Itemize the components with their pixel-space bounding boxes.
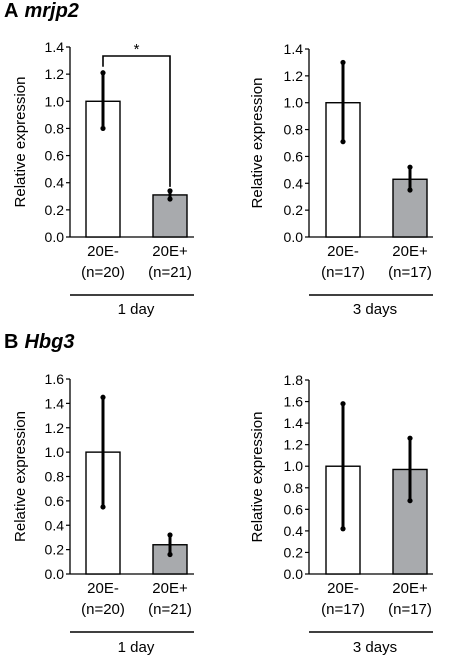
error-cap-high (167, 532, 173, 538)
panel-a-letter: A (4, 0, 19, 22)
group-label: 3 days (353, 301, 397, 318)
y-tick-label: 0.4 (284, 175, 304, 191)
error-cap-high (100, 70, 106, 76)
y-tick-label: 0.0 (45, 566, 65, 582)
error-cap-low (407, 498, 413, 504)
panel-b-heading: B Hbg3 (4, 331, 74, 354)
n-label: (n=20) (81, 264, 125, 281)
n-label: (n=21) (148, 601, 192, 618)
n-label: (n=17) (321, 601, 365, 618)
y-tick-label: 1.8 (284, 372, 304, 388)
n-label: (n=17) (388, 601, 432, 618)
y-tick-label: 1.0 (284, 458, 304, 474)
category-label: 20E+ (152, 243, 188, 260)
y-tick-label: 1.0 (45, 444, 65, 460)
error-cap-high (340, 59, 346, 66)
group-label: 3 days (353, 639, 397, 656)
y-tick-label: 1.0 (284, 95, 304, 111)
y-tick-label: 0.4 (45, 175, 65, 191)
y-axis-label: Relative expression (249, 78, 266, 209)
y-tick-label: 1.2 (284, 68, 304, 84)
y-tick-label: 0.2 (284, 544, 304, 560)
error-cap-low (340, 526, 346, 532)
error-cap-low (340, 139, 346, 145)
error-cap-high (407, 435, 413, 441)
y-tick-label: 1.2 (45, 66, 65, 82)
error-cap-high (167, 188, 173, 194)
y-axis-label: Relative expression (12, 411, 29, 542)
y-axis-label: Relative expression (249, 412, 266, 543)
group-label: 1 day (118, 301, 155, 318)
y-axis-label: Relative expression (12, 77, 29, 208)
y-tick-label: 0.0 (45, 229, 65, 245)
error-cap-high (407, 164, 413, 170)
category-label: 20E- (87, 243, 119, 260)
y-tick-label: 0.2 (45, 542, 65, 558)
panel-b-letter: B (4, 331, 19, 353)
chart-2: 0.0 0.2 0.4 0.6 0.8 1.0 1.2 1.4 Relative express… (249, 41, 433, 318)
error-cap-high (100, 394, 106, 400)
n-label: (n=21) (148, 264, 192, 281)
y-tick-label: 0.6 (45, 493, 65, 509)
y-tick-label: 0.8 (284, 122, 304, 138)
error-cap-low (167, 551, 173, 558)
y-tick-label: 1.2 (284, 437, 304, 453)
error-cap-low (167, 196, 173, 202)
y-tick-label: 0.6 (284, 148, 304, 164)
error-cap-high (340, 401, 346, 407)
y-tick-label: 0.6 (45, 148, 65, 164)
n-label: (n=17) (388, 264, 432, 281)
y-tick-label: 0.6 (284, 501, 304, 517)
category-label: 20E- (327, 243, 359, 260)
y-tick-label: 0.2 (284, 202, 304, 218)
panel-a-gene: mrjp2 (24, 0, 79, 22)
y-tick-label: 0.4 (45, 517, 65, 533)
bar-20E+ (152, 194, 188, 238)
y-tick-label: 0.8 (45, 120, 65, 136)
category-label: 20E- (327, 580, 359, 597)
error-cap-low (100, 504, 106, 510)
y-tick-label: 1.4 (45, 395, 65, 411)
chart-3: 0.0 0.2 0.4 0.6 0.8 1.0 1.2 1.4 1.6 Relative expr… (12, 371, 194, 656)
significance-marker: * (134, 41, 140, 58)
y-tick-label: 1.2 (45, 420, 65, 436)
y-tick-label: 0.0 (284, 229, 304, 245)
category-label: 20E+ (392, 580, 428, 597)
y-tick-label: 1.4 (284, 41, 304, 57)
error-cap-low (407, 187, 413, 193)
significance-bracket (102, 55, 171, 187)
y-tick-label: 1.4 (284, 415, 304, 431)
error-cap-low (100, 125, 106, 132)
chart-1: 0.0 0.2 0.4 0.6 0.8 1.0 1.2 1.4 Relative express… (12, 39, 194, 318)
panel-b-gene: Hbg3 (24, 331, 75, 353)
y-tick-label: 1.6 (284, 394, 304, 410)
chart-4: 0.0 0.2 0.4 0.6 0.8 1.0 1.2 1.4 1.6 1.8 Relative e… (249, 372, 433, 656)
y-tick-label: 1.4 (45, 39, 65, 55)
n-label: (n=20) (81, 601, 125, 618)
y-tick-label: 0.2 (45, 202, 65, 218)
y-tick-label: 0.8 (45, 469, 65, 485)
category-label: 20E- (87, 580, 119, 597)
y-tick-label: 1.6 (45, 371, 65, 387)
group-label: 1 day (118, 639, 155, 656)
n-label: (n=17) (321, 264, 365, 281)
y-tick-label: 0.4 (284, 523, 304, 539)
y-tick-label: 0.8 (284, 480, 304, 496)
y-tick-label: 1.0 (45, 93, 65, 109)
category-label: 20E+ (392, 243, 428, 260)
category-label: 20E+ (152, 580, 188, 597)
y-tick-label: 0.0 (284, 566, 304, 582)
